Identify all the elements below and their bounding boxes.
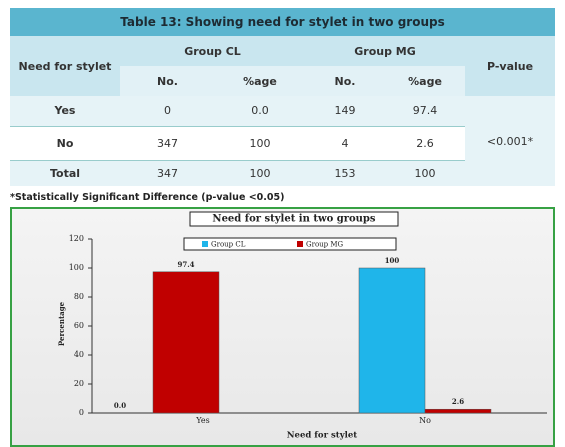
subheader-cell: No. — [305, 66, 386, 96]
y-tick-label: 20 — [74, 379, 84, 388]
cell: 347 — [157, 166, 178, 180]
bar — [152, 271, 220, 414]
legend-label: Group MG — [306, 241, 344, 249]
cell: 4 — [341, 136, 349, 150]
table-title: Table 13: Showing need for stylet in two… — [10, 8, 555, 36]
x-tick-label: Yes — [195, 416, 209, 425]
data-label: 0.0 — [114, 401, 126, 410]
y-tick-label: 100 — [69, 263, 84, 272]
y-axis-label: Percentage — [57, 301, 66, 346]
subheader-cell: No. — [120, 66, 215, 96]
legend-label: Group CL — [211, 241, 246, 249]
bar — [424, 408, 492, 414]
data-label: 2.6 — [452, 397, 464, 406]
cell: 149 — [334, 104, 356, 118]
y-tick-label: 120 — [69, 234, 84, 243]
cell: 97.4 — [412, 104, 438, 118]
header-cell: Group CL — [120, 36, 306, 66]
cell: 153 — [334, 166, 356, 180]
x-axis-label: Need for stylet — [287, 431, 358, 441]
y-tick-label: 80 — [74, 292, 84, 301]
subheader-cell: %age — [215, 66, 306, 96]
header-cell: Group MG — [305, 36, 466, 66]
subheader-cell: %age — [385, 66, 466, 96]
cell: 2.6 — [416, 136, 434, 150]
title-box — [189, 211, 399, 227]
cell: 0 — [164, 104, 171, 118]
legend-swatch — [202, 241, 208, 247]
y-tick-label: 40 — [74, 350, 84, 359]
bar — [358, 267, 426, 414]
legend-swatch — [297, 241, 303, 247]
data-label: 100 — [385, 256, 400, 265]
p-value: <0.001* — [465, 96, 556, 186]
row-label: Total — [49, 166, 81, 180]
row-label: No — [56, 136, 74, 150]
chart-title: Need for stylet in two groups — [212, 214, 376, 225]
row-label: Yes — [54, 104, 76, 118]
y-tick-label: 0 — [79, 408, 84, 417]
table: Need for stylet Group CL Group MG P-valu… — [10, 36, 556, 186]
x-tick-label: No — [419, 416, 431, 425]
y-tick-label: 60 — [74, 321, 84, 330]
chart: Need for stylet in two groups Percentage… — [57, 211, 547, 441]
chart-box: Need for stylet in two groups Percentage… — [10, 207, 555, 447]
cell: 100 — [249, 136, 271, 150]
cell: 100 — [414, 166, 436, 180]
cell: 0.0 — [251, 104, 269, 118]
cell: 347 — [157, 136, 178, 150]
header-cell: P-value — [465, 36, 556, 96]
legend-box — [183, 237, 397, 251]
footnote: *Statistically Significant Difference (p… — [10, 192, 285, 203]
header-cell: Need for stylet — [10, 36, 120, 96]
cell: 100 — [249, 166, 271, 180]
data-label: 97.4 — [177, 260, 194, 269]
